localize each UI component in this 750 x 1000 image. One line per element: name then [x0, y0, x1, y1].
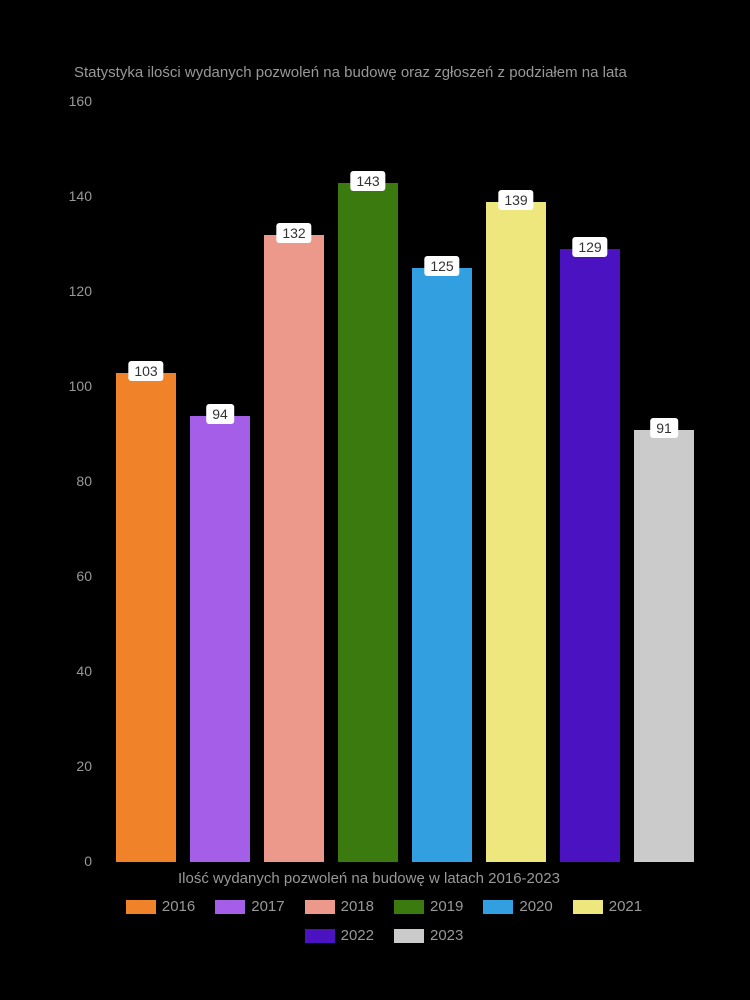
legend-item: 2021	[573, 898, 642, 915]
y-tick-label: 120	[52, 283, 92, 299]
legend-item: 2020	[483, 898, 552, 915]
legend-swatch	[215, 900, 245, 914]
bar	[560, 249, 620, 862]
bar-value-label: 94	[206, 404, 234, 424]
legend-label: 2023	[430, 927, 463, 944]
legend-item: 2023	[394, 927, 463, 944]
y-tick-label: 160	[52, 93, 92, 109]
legend-label: 2022	[341, 927, 374, 944]
legend-label: 2017	[251, 898, 284, 915]
y-tick-label: 140	[52, 188, 92, 204]
legend-swatch	[394, 900, 424, 914]
y-tick-label: 100	[52, 378, 92, 394]
y-tick-label: 60	[52, 568, 92, 584]
bar-value-label: 143	[350, 171, 385, 191]
legend-label: 2019	[430, 898, 463, 915]
legend-swatch	[305, 929, 335, 943]
bar	[338, 183, 398, 862]
y-tick-label: 20	[52, 758, 92, 774]
bar-value-label: 139	[498, 190, 533, 210]
y-tick-label: 80	[52, 473, 92, 489]
legend-item: 2017	[215, 898, 284, 915]
y-tick-label: 40	[52, 663, 92, 679]
y-tick-label: 0	[52, 853, 92, 869]
bar-value-label: 91	[650, 418, 678, 438]
legend: 2016 2017 2018 2019 2020 2021 2022 2023	[84, 898, 684, 944]
legend-swatch	[394, 929, 424, 943]
bar	[116, 373, 176, 862]
chart-container: Statystyka ilości wydanych pozwoleń na b…	[0, 0, 750, 1000]
legend-swatch	[483, 900, 513, 914]
x-axis-label: Ilość wydanych pozwoleń na budowę w lata…	[178, 870, 560, 887]
legend-label: 2016	[162, 898, 195, 915]
legend-item: 2018	[305, 898, 374, 915]
legend-label: 2018	[341, 898, 374, 915]
bar	[190, 416, 250, 863]
bar	[412, 268, 472, 862]
legend-label: 2020	[519, 898, 552, 915]
bar	[486, 202, 546, 862]
legend-swatch	[573, 900, 603, 914]
bar-value-label: 103	[128, 361, 163, 381]
legend-swatch	[305, 900, 335, 914]
bar	[634, 430, 694, 862]
bar-value-label: 132	[276, 223, 311, 243]
bar	[264, 235, 324, 862]
chart-title: Statystyka ilości wydanych pozwoleń na b…	[74, 64, 627, 81]
bar-value-label: 125	[424, 256, 459, 276]
legend-item: 2019	[394, 898, 463, 915]
legend-item: 2022	[305, 927, 374, 944]
legend-swatch	[126, 900, 156, 914]
bar-value-label: 129	[572, 237, 607, 257]
legend-item: 2016	[126, 898, 195, 915]
legend-label: 2021	[609, 898, 642, 915]
